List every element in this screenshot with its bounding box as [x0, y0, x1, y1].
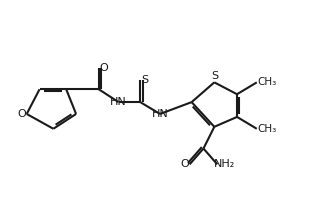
Text: CH₃: CH₃: [257, 77, 276, 87]
Text: CH₃: CH₃: [257, 124, 276, 134]
Text: O: O: [17, 109, 26, 119]
Text: S: S: [142, 75, 149, 85]
Text: NH₂: NH₂: [213, 159, 235, 169]
Text: O: O: [99, 63, 108, 73]
Text: O: O: [180, 159, 189, 169]
Text: S: S: [211, 71, 218, 81]
Text: HN: HN: [152, 109, 168, 119]
Text: HN: HN: [110, 97, 127, 107]
